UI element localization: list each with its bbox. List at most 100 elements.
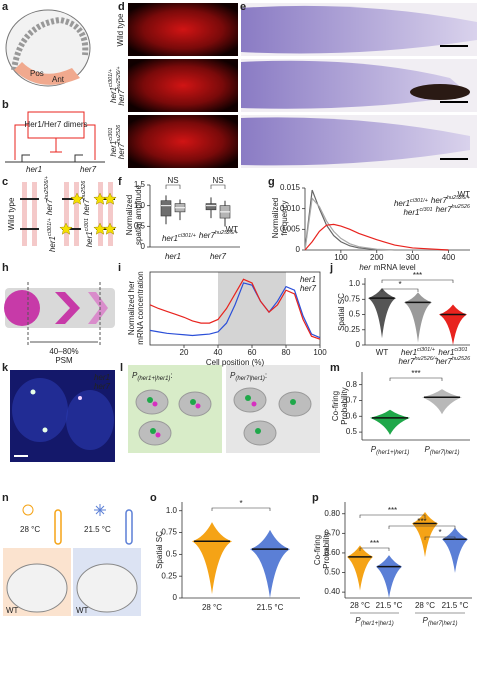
x-tick-label: 21.5 °C — [257, 603, 284, 612]
x-tick-label: 300 — [406, 253, 420, 262]
temperature-label: 28 °C — [20, 525, 40, 534]
text-part: ci301 — [454, 347, 467, 353]
x-tick-label: 28 °C — [350, 601, 370, 610]
y-tick-label: 1.0 — [166, 506, 178, 515]
sig-bracket — [359, 547, 390, 551]
curve — [304, 223, 449, 251]
promoters — [21, 154, 83, 162]
plot-frame — [149, 271, 321, 346]
label: Pos — [30, 69, 44, 78]
stripe — [88, 292, 108, 324]
x-tick-label: 200 — [370, 253, 384, 262]
text-part: ci301 — [84, 218, 90, 231]
panel-letter: n — [2, 492, 9, 504]
violin — [404, 292, 432, 343]
y-axis-label: frequency — [280, 200, 289, 235]
row-label: Wild type — [116, 13, 125, 46]
x-tick-label: her7 — [210, 252, 227, 261]
spot — [42, 427, 48, 433]
violin — [376, 555, 402, 598]
genotype-label: Wild type — [7, 197, 16, 230]
legend-label: WT — [458, 190, 471, 199]
text-part: her7 — [436, 205, 453, 214]
image — [128, 115, 238, 168]
text-part: her1 — [394, 199, 410, 208]
text-part: her1 — [438, 348, 454, 357]
text-part: ci301 — [419, 207, 432, 213]
panel-letter: a — [2, 1, 9, 13]
violin — [442, 527, 468, 573]
y-axis-label: Spatial SC — [155, 531, 164, 569]
spot — [78, 396, 82, 400]
x-tick-label: WT — [376, 348, 389, 357]
genotype-label: her1ci301/+her7hu2526/+ — [44, 175, 57, 252]
panel-letter: j — [329, 262, 333, 274]
text-part: mRNA level — [374, 263, 416, 272]
x-axis-label: Cell position (%) — [206, 358, 265, 367]
y-tick-label: 0.80 — [324, 509, 340, 518]
dimer-box — [27, 111, 85, 139]
text-part: hu2526 — [116, 124, 122, 143]
row-label: her1ci301/+ — [108, 68, 118, 103]
embryo — [6, 563, 68, 613]
box — [160, 200, 172, 217]
panel-letter: g — [268, 176, 275, 188]
x-tick-label: her7hu2526 — [436, 356, 471, 366]
legend-label: her1 — [300, 275, 316, 284]
panel-letter: e — [240, 1, 246, 13]
psm — [14, 62, 80, 85]
thermometer — [54, 509, 62, 545]
x-tick-label: 20 — [180, 348, 189, 357]
panel-letter: c — [2, 176, 8, 188]
text-part: hu2526 — [452, 356, 471, 362]
y-axis-label: Normalized her — [127, 281, 136, 336]
sig-label: *** — [370, 539, 379, 548]
row-label: her1ci301 — [108, 127, 118, 156]
panel-letter: i — [118, 262, 121, 274]
nucleus — [66, 390, 114, 450]
y-tick-label: 0.25 — [344, 325, 360, 334]
y-axis-label: Probability — [322, 531, 331, 568]
y-tick-label: 0.5 — [349, 310, 361, 319]
violin — [347, 545, 373, 591]
transcription-sites — [147, 395, 296, 434]
text-part: her7 — [45, 199, 54, 216]
text-part: her7 — [436, 357, 453, 366]
y-tick-label: 0.25 — [161, 571, 177, 580]
text-part: : — [265, 371, 267, 380]
y-tick-label: 0 — [141, 242, 146, 251]
y-tick-label: 0.015 — [280, 183, 301, 192]
box — [205, 203, 217, 211]
text-part: her1 — [85, 231, 94, 247]
x-tick-label: P(her7|her1) — [425, 445, 460, 455]
text-part: (her7|her1) — [430, 450, 460, 456]
violin — [422, 389, 462, 415]
text-part: (her1+|her1) — [137, 376, 170, 382]
panel-letter: f — [118, 176, 122, 188]
violin — [192, 522, 232, 595]
sig-bracket — [381, 279, 454, 283]
text-part: her1 — [109, 141, 118, 157]
text-part: P — [230, 371, 236, 380]
x-tick-label: her1ci301 — [438, 347, 467, 357]
curve — [304, 196, 449, 251]
sig-label: NS — [167, 176, 178, 185]
sig-label: *** — [411, 369, 420, 378]
channel-label: her1 — [94, 373, 110, 382]
stripe — [55, 292, 80, 324]
label: PSM — [55, 356, 73, 365]
legend-label: WT — [226, 225, 239, 234]
text-part: ci301/+ — [417, 347, 436, 353]
y-tick-label: 0.40 — [324, 587, 340, 596]
text-part: P — [425, 445, 431, 454]
sig-bracket — [388, 525, 456, 529]
y-tick-label: 0 — [296, 245, 301, 254]
violin — [439, 304, 467, 345]
text-part: her1 — [162, 234, 178, 243]
y-axis-label: Normalized — [271, 198, 280, 238]
y-tick-label: 1.0 — [134, 201, 146, 210]
x-tick-label: 100 — [334, 253, 348, 262]
text-part: her7 — [431, 196, 448, 205]
x-tick-label: 100 — [313, 348, 327, 357]
group-label: P(her1+|her1) — [355, 616, 393, 626]
